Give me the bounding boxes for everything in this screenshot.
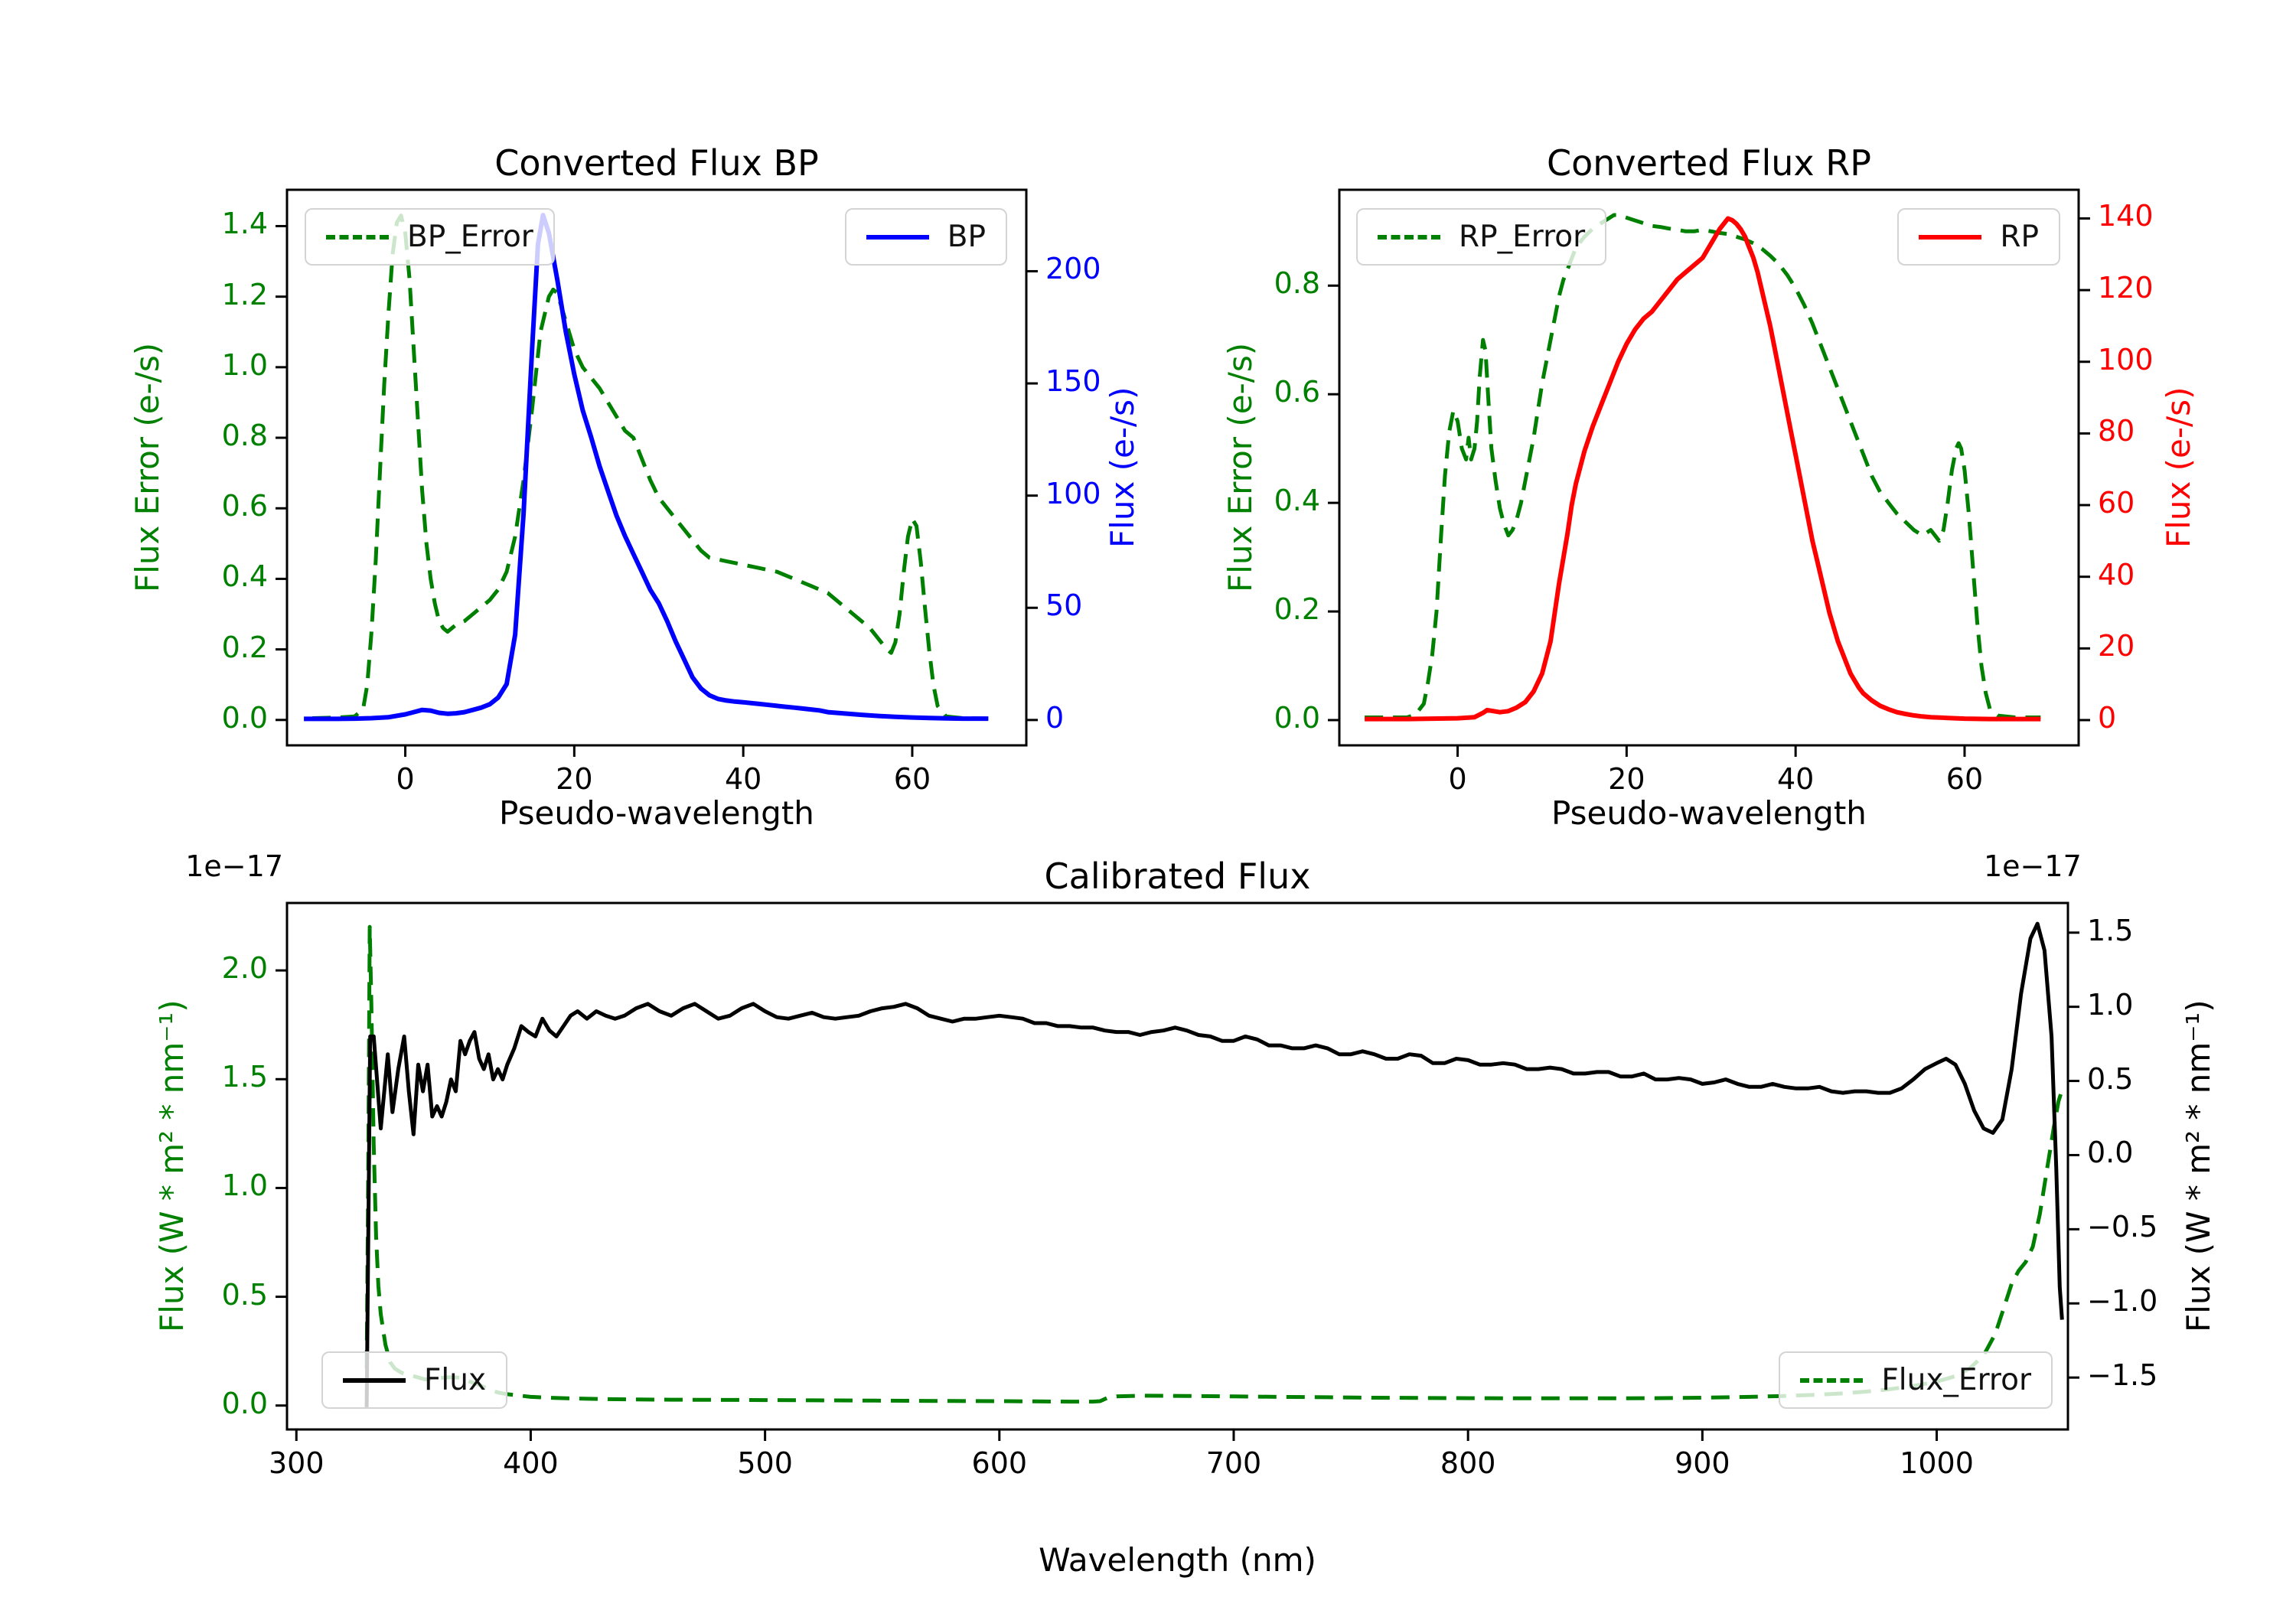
cal-y-right-tick-label: −0.5 [2087, 1210, 2158, 1244]
cal-x-tick-label: 900 [1675, 1446, 1730, 1480]
rp-error-legend-label: RP_Error [1459, 220, 1586, 254]
bp-y-left-tick-label: 0.4 [221, 559, 268, 594]
rp-y-right-tick-label: 140 [2098, 199, 2154, 233]
rp-x-tick-label: 40 [1776, 762, 1815, 796]
bp-legend-line-icon [866, 234, 929, 240]
bp-legend-label: BP [947, 220, 986, 254]
left-axis-scale-offset: 1e−17 [185, 849, 283, 883]
calibrated-xaxis-label: Wavelength (nm) [1039, 1541, 1316, 1579]
bp-error-legend: BP_Error [305, 208, 555, 266]
flux-error-legend-line-icon [1800, 1377, 1864, 1383]
bp-y-left-tick-label: 1.2 [221, 277, 268, 311]
rp-y-left-tick-label: 0.6 [1274, 375, 1320, 409]
rp-error-legend: RP_Error [1356, 208, 1607, 266]
bp-error-legend-label: BP_Error [407, 220, 533, 254]
bp-axes-box [285, 188, 1028, 747]
rp-legend-line-icon [1919, 234, 1982, 240]
bp-error-legend-line-icon [326, 234, 389, 240]
rp-y-right-tick-label: 0 [2098, 700, 2117, 735]
rp-legend-label: RP [2000, 220, 2039, 254]
cal-x-tick-label: 600 [971, 1446, 1028, 1480]
rp-y-right-tick-label: 80 [2098, 414, 2135, 448]
bp-y-right-tick-label: 200 [1045, 252, 1101, 286]
rp-legend: RP [1897, 208, 2060, 266]
bp-y-left-tick-label: 0.8 [221, 419, 268, 453]
rp-y-left-tick-label: 0.8 [1274, 266, 1320, 301]
cal-y-right-tick-label: −1.0 [2087, 1284, 2158, 1319]
cal-x-tick-label: 700 [1205, 1446, 1262, 1480]
cal-axes-box [285, 901, 2069, 1431]
flux-legend-line-icon [343, 1377, 406, 1383]
bp-x-tick-label: 0 [396, 762, 415, 796]
cal-y-left-tick-label: 1.5 [221, 1060, 268, 1094]
rp-rp-line [1365, 216, 2041, 722]
flux-legend: Flux [321, 1351, 508, 1409]
rp-chart-title: Converted Flux RP [1547, 142, 1871, 184]
flux-legend-label: Flux [424, 1363, 487, 1397]
bp-x-tick-label: 20 [556, 762, 593, 796]
bp-bp_error-line [312, 214, 989, 721]
bp-y-right-tick-label: 100 [1045, 476, 1101, 510]
bp-x-tick-label: 40 [724, 762, 762, 796]
rp-rp_error-line [1365, 213, 2041, 719]
cal-x-tick-label: 1000 [1900, 1446, 1974, 1480]
cal-y-right-tick-label: 0.5 [2087, 1061, 2134, 1096]
bp-y-left-tick-label: 0.2 [221, 630, 268, 664]
rp-y-right-tick-label: 60 [2098, 486, 2135, 520]
rp-x-tick-label: 20 [1608, 762, 1645, 796]
rp-xaxis-label: Pseudo-wavelength [1551, 794, 1867, 832]
cal-x-tick-label: 300 [268, 1446, 325, 1480]
flux-error-legend-label: Flux_Error [1881, 1363, 2031, 1397]
bp-y-left-tick-label: 0.6 [221, 489, 268, 523]
bp-legend: BP [844, 208, 1007, 266]
rp-axes-box [1338, 188, 2080, 747]
bp-x-tick-label: 60 [893, 762, 931, 796]
cal-y-right-tick-label: 1.0 [2087, 987, 2134, 1022]
cal-y-right-tick-label: 0.0 [2087, 1136, 2134, 1170]
rp-y-right-tick-label: 120 [2098, 271, 2154, 305]
cal-y-left-tick-label: 0.0 [221, 1386, 268, 1420]
cal-y-left-tick-label: 2.0 [221, 951, 268, 986]
rp-y-right-tick-label: 20 [2098, 629, 2135, 663]
rp-y-left-tick-label: 0.2 [1274, 592, 1320, 627]
bp-chart-title: Converted Flux BP [494, 142, 819, 184]
rp-y-left-tick-label: 0.4 [1274, 484, 1320, 518]
cal-flux-line [364, 921, 2064, 1407]
rp-y-left-tick-label: 0.0 [1274, 701, 1320, 735]
cal-y-right-tick-label: 1.5 [2087, 913, 2134, 947]
rp-x-tick-label: 60 [1945, 762, 1984, 796]
cal-y-left-tick-label: 1.0 [221, 1169, 268, 1203]
cal-y-right-tick-label: −1.5 [2087, 1358, 2158, 1393]
rp-error-legend-line-icon [1378, 234, 1440, 240]
rp-x-tick-label: 0 [1448, 762, 1467, 796]
bp-y-left-tick-label: 0.0 [221, 700, 268, 735]
bp-y-left-tick-label: 1.4 [221, 207, 268, 241]
cal-y-left-tick-label: 0.5 [221, 1277, 268, 1312]
bp-y-right-tick-label: 150 [1045, 364, 1101, 399]
cal-x-tick-label: 500 [737, 1446, 793, 1480]
cal-x-tick-label: 400 [503, 1446, 559, 1480]
bp-xaxis-label: Pseudo-wavelength [499, 794, 814, 832]
bp-y-right-tick-label: 50 [1045, 588, 1083, 623]
calibrated-chart-title: Calibrated Flux [1044, 856, 1311, 897]
cal-flux_error-line [364, 924, 2064, 1404]
flux-error-legend: Flux_Error [1779, 1351, 2053, 1409]
rp-y-right-tick-label: 100 [2098, 342, 2154, 376]
bp-y-left-tick-label: 1.0 [221, 347, 268, 382]
bp-y-right-tick-label: 0 [1045, 700, 1065, 735]
bp-bp-line [304, 213, 989, 722]
right-axis-scale-offset: 1e−17 [1984, 849, 2082, 883]
rp-y-right-tick-label: 40 [2098, 557, 2135, 592]
cal-x-tick-label: 800 [1440, 1446, 1496, 1480]
